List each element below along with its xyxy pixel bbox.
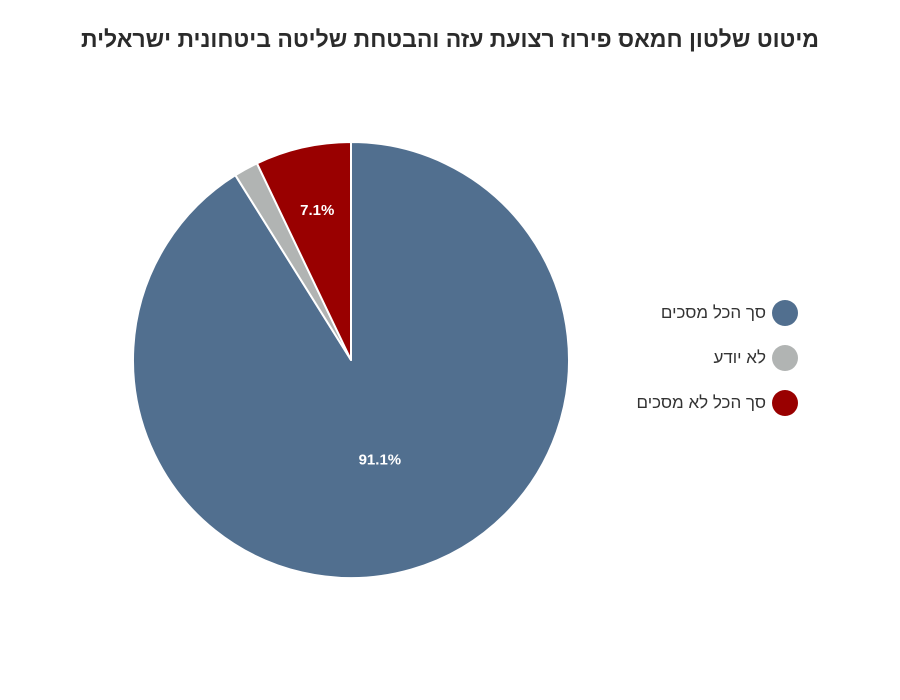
data-label-disagree: 7.1%: [300, 202, 334, 219]
data-label-agree: 91.1%: [359, 452, 402, 469]
pie-data-labels: 91.1% 7.1%: [300, 202, 401, 468]
legend-item-agree[interactable]: סך הכל מסכים: [600, 300, 798, 326]
legend-item-disagree[interactable]: סך הכל לא מסכים: [600, 390, 798, 416]
chart-title: מיטוט שלטון חמאס פירוז רצועת עזה והבטחת …: [81, 26, 819, 52]
pie-slice-disagree[interactable]: [255, 141, 352, 361]
legend-label-disagree: סך הכל לא מסכים: [636, 393, 766, 412]
legend-swatch-agree: [772, 300, 798, 326]
legend-swatch-disagree: [772, 390, 798, 416]
legend-label-agree: סך הכל מסכים: [660, 303, 766, 322]
legend-swatch-dont-know: [772, 345, 798, 371]
legend-label-dont-know: לא יודע: [713, 348, 766, 367]
pie-slices: [132, 141, 570, 579]
legend-item-dont-know[interactable]: לא יודע: [600, 345, 798, 371]
legend: סך הכל מסכים לא יודע סך הכל לא מסכים: [600, 300, 798, 435]
